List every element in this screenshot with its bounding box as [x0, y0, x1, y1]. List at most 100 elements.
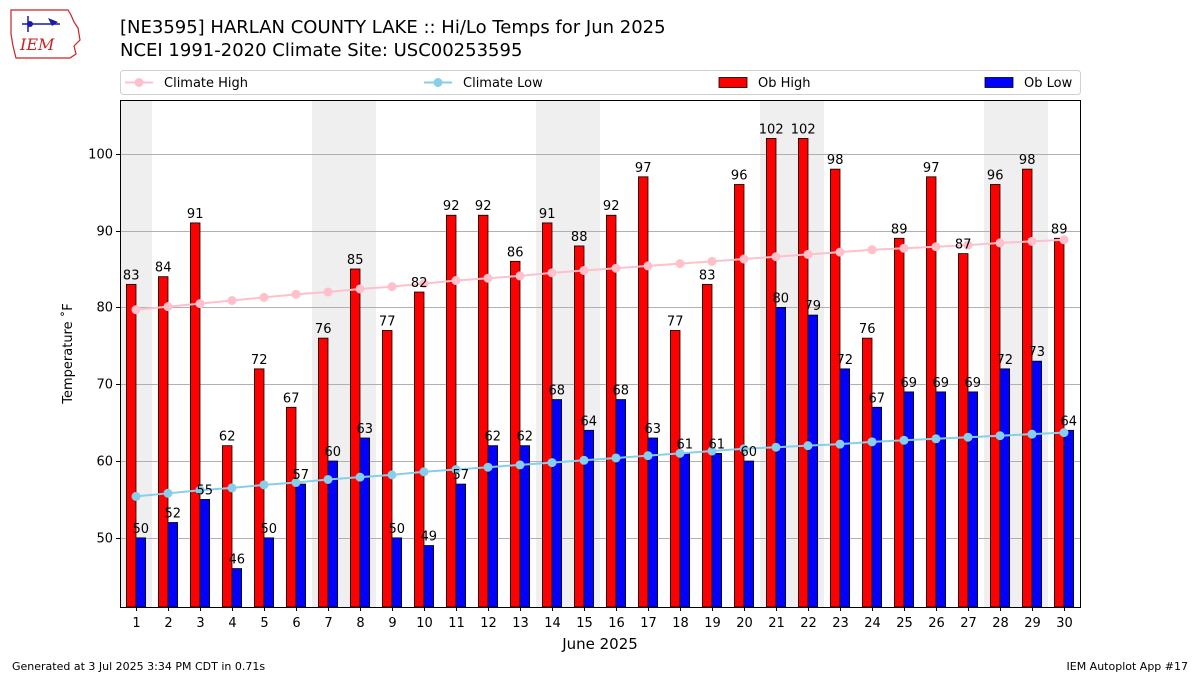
y-tick-label: 100	[88, 148, 113, 163]
label-ob-low: 63	[645, 422, 662, 437]
label-ob-low: 79	[805, 299, 822, 314]
bar-ob-high	[862, 337, 873, 608]
x-tick-label: 16	[608, 616, 625, 631]
climate-high-point	[803, 249, 813, 259]
climate-high-point	[547, 268, 557, 278]
x-axis-label: June 2025	[561, 635, 638, 653]
iem-logo: IEM	[8, 6, 84, 60]
label-ob-high: 96	[987, 169, 1004, 184]
climate-low-line	[135, 431, 1065, 498]
x-tick-label: 25	[896, 616, 913, 631]
label-ob-high: 87	[955, 238, 972, 253]
label-ob-high: 92	[603, 199, 620, 214]
bar-ob-low	[775, 307, 787, 608]
label-ob-high: 83	[123, 268, 140, 283]
bar-ob-low	[679, 452, 691, 608]
climate-low-point	[355, 472, 365, 482]
label-ob-high: 97	[923, 161, 940, 176]
legend-label: Ob High	[758, 76, 811, 91]
x-tick-label: 6	[292, 616, 300, 631]
climate-high-point	[195, 299, 205, 309]
x-tick-label: 17	[640, 616, 657, 631]
climate-low-point	[643, 451, 653, 461]
x-tick-label: 27	[960, 616, 977, 631]
label-ob-low: 60	[325, 445, 342, 460]
label-ob-low: 69	[965, 376, 982, 391]
label-ob-low: 61	[709, 437, 726, 452]
x-tick-label: 10	[416, 616, 433, 631]
bar-ob-high	[413, 291, 425, 608]
climate-high-point	[611, 263, 621, 273]
label-ob-high: 77	[667, 314, 684, 329]
label-ob-high: 92	[443, 199, 460, 214]
x-tick-label: 21	[768, 616, 785, 631]
bar-ob-low	[423, 545, 435, 608]
x-tick-label: 4	[228, 616, 236, 631]
climate-high-point	[163, 302, 173, 312]
climate-low-point	[803, 441, 813, 451]
climate-high-point	[419, 279, 429, 289]
bar-ob-low	[839, 368, 851, 608]
generated-timestamp: Generated at 3 Jul 2025 3:34 PM CDT in 0…	[12, 660, 266, 673]
label-ob-high: 89	[1051, 222, 1068, 237]
climate-high-point	[515, 271, 525, 281]
x-tick-label: 5	[260, 616, 268, 631]
climate-low-point	[131, 491, 141, 501]
label-ob-high: 98	[827, 153, 844, 168]
climate-high-point	[387, 282, 397, 292]
label-ob-low: 80	[773, 291, 790, 306]
climate-low-point	[739, 444, 749, 454]
climate-low-point	[931, 434, 941, 444]
bar-ob-high	[766, 138, 777, 608]
plot-frame	[120, 100, 1081, 608]
app-credit: IEM Autoplot App #17	[1066, 660, 1189, 673]
bar-ob-high	[606, 214, 617, 608]
y-tick-label: 90	[96, 225, 113, 240]
climate-low-point	[291, 478, 301, 488]
legend-swatch-bar	[718, 77, 748, 88]
x-tick-label: 7	[324, 616, 332, 631]
bar-ob-low	[711, 452, 723, 608]
climate-high-point	[131, 305, 141, 315]
label-ob-low: 72	[997, 353, 1014, 368]
x-tick-label: 29	[1024, 616, 1041, 631]
bar-ob-low	[935, 391, 947, 608]
bar-ob-high	[798, 138, 809, 608]
climate-low-point	[707, 446, 717, 456]
y-tick-label: 70	[96, 378, 113, 393]
bar-series	[126, 138, 1075, 608]
label-ob-low: 69	[933, 376, 950, 391]
legend-label: Ob Low	[1024, 76, 1073, 91]
y-axis-label: Temperature ˚F	[60, 303, 76, 404]
y-tick-label: 60	[96, 455, 113, 470]
x-tick-label: 22	[800, 616, 817, 631]
label-ob-high: 62	[219, 430, 236, 445]
label-ob-high: 88	[571, 230, 588, 245]
legend-swatch-marker	[134, 78, 144, 87]
label-ob-low: 69	[901, 376, 918, 391]
climate-high-point	[963, 240, 973, 250]
x-tick-label: 23	[832, 616, 849, 631]
climate-high-point	[643, 261, 653, 271]
climate-high-point	[707, 256, 717, 266]
bar-ob-high	[926, 176, 937, 608]
bar-ob-low	[135, 537, 147, 608]
bar-ob-high	[734, 184, 745, 608]
climate-high-point	[483, 273, 493, 283]
label-ob-high: 98	[1019, 153, 1036, 168]
bar-ob-low	[199, 499, 211, 608]
climate-low-point	[611, 453, 621, 463]
x-tick-label: 14	[544, 616, 561, 631]
bar-ob-low	[551, 399, 563, 608]
bar-ob-high	[126, 283, 137, 608]
label-ob-low: 64	[581, 414, 598, 429]
bar-ob-low	[807, 314, 819, 608]
bar-ob-high	[830, 168, 841, 608]
x-tick-label: 15	[576, 616, 593, 631]
climate-low-point	[963, 432, 973, 442]
bar-ob-low	[615, 399, 627, 608]
bar-ob-low	[231, 568, 243, 608]
x-tick-label: 28	[992, 616, 1009, 631]
bar-ob-low	[967, 391, 979, 608]
